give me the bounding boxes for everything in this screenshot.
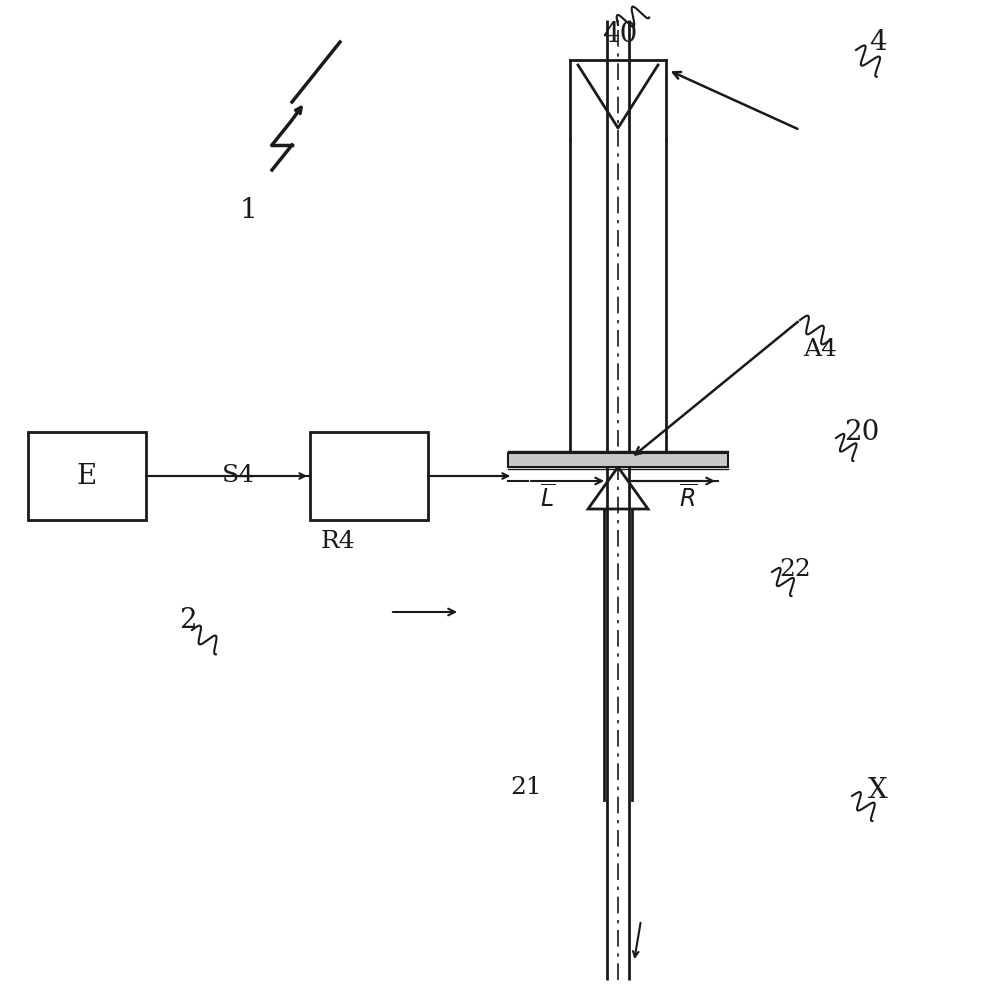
Text: E: E: [77, 462, 97, 489]
Bar: [508, 453, 728, 467]
Text: R4: R4: [320, 530, 355, 554]
Text: 1: 1: [239, 196, 257, 224]
Text: 20: 20: [844, 418, 880, 446]
Text: 21: 21: [510, 776, 542, 800]
Text: $\overline{L}$: $\overline{L}$: [541, 485, 555, 513]
Text: 22: 22: [780, 558, 811, 582]
Text: S4: S4: [221, 464, 255, 488]
Text: 40: 40: [603, 21, 638, 48]
Text: 4: 4: [869, 28, 887, 55]
Text: $\overline{R}$: $\overline{R}$: [679, 485, 697, 513]
Text: X: X: [868, 776, 888, 804]
Text: A4: A4: [803, 338, 837, 361]
Text: 2: 2: [179, 606, 197, 634]
Bar: [28, 432, 146, 520]
Bar: [310, 432, 428, 520]
